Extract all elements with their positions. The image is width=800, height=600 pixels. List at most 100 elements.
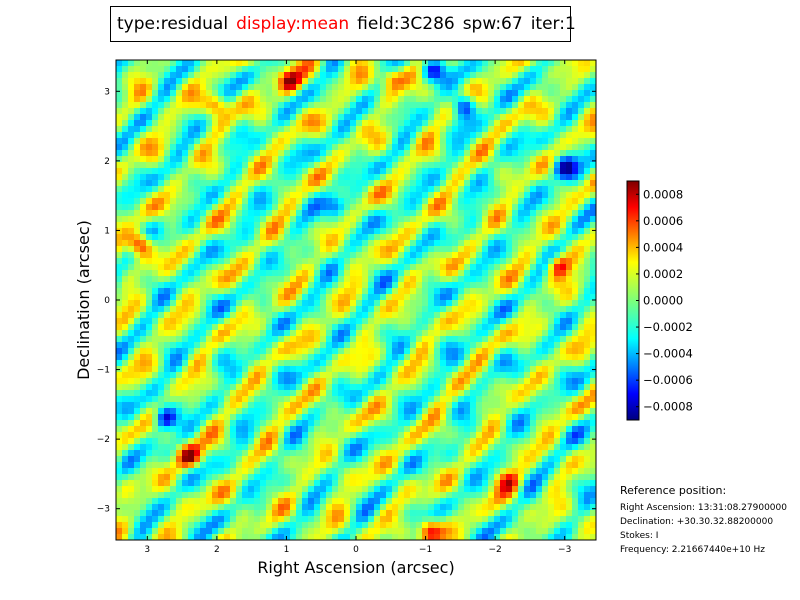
heatmap-cell bbox=[182, 294, 189, 301]
heatmap-cell bbox=[470, 120, 477, 127]
heatmap-cell bbox=[248, 156, 255, 163]
heatmap-cell bbox=[320, 414, 327, 421]
heatmap-cell bbox=[458, 138, 465, 145]
heatmap-cell bbox=[392, 102, 399, 109]
heatmap-cell bbox=[224, 438, 231, 445]
heatmap-cell bbox=[278, 192, 285, 199]
heatmap-cell bbox=[458, 90, 465, 97]
heatmap-cell bbox=[188, 168, 195, 175]
heatmap-cell bbox=[332, 240, 339, 247]
heatmap-cell bbox=[122, 102, 129, 109]
heatmap-cell bbox=[464, 474, 471, 481]
heatmap-cell bbox=[404, 336, 411, 343]
heatmap-cell bbox=[374, 72, 381, 79]
heatmap-cell bbox=[254, 246, 261, 253]
heatmap-cell bbox=[266, 156, 273, 163]
heatmap-cell bbox=[446, 426, 453, 433]
heatmap-cell bbox=[212, 402, 219, 409]
heatmap-cell bbox=[452, 414, 459, 421]
heatmap-cell bbox=[374, 384, 381, 391]
heatmap-cell bbox=[194, 108, 201, 115]
heatmap-cell bbox=[248, 486, 255, 493]
heatmap-cell bbox=[464, 198, 471, 205]
heatmap-cell bbox=[368, 480, 375, 487]
heatmap-cell bbox=[398, 234, 405, 241]
heatmap-cell bbox=[266, 384, 273, 391]
heatmap-cell bbox=[206, 408, 213, 415]
heatmap-cell bbox=[302, 510, 309, 517]
heatmap-cell bbox=[320, 300, 327, 307]
heatmap-cell bbox=[326, 426, 333, 433]
heatmap-cell bbox=[374, 372, 381, 379]
heatmap-cell bbox=[332, 282, 339, 289]
heatmap-cell bbox=[422, 330, 429, 337]
heatmap-cell bbox=[206, 516, 213, 523]
heatmap-cell bbox=[170, 156, 177, 163]
heatmap-cell bbox=[188, 204, 195, 211]
heatmap-cell bbox=[338, 516, 345, 523]
heatmap-cell bbox=[404, 408, 411, 415]
heatmap-cell bbox=[146, 324, 153, 331]
heatmap-cell bbox=[194, 174, 201, 181]
heatmap-cell bbox=[158, 438, 165, 445]
heatmap-cell bbox=[356, 312, 363, 319]
heatmap-cell bbox=[362, 114, 369, 121]
heatmap-cell bbox=[434, 78, 441, 85]
heatmap-cell bbox=[314, 132, 321, 139]
heatmap-cell bbox=[200, 360, 207, 367]
heatmap-cell bbox=[350, 492, 357, 499]
heatmap-cell bbox=[482, 108, 489, 115]
heatmap-cell bbox=[260, 246, 267, 253]
heatmap-cell bbox=[290, 498, 297, 505]
heatmap-cell bbox=[206, 216, 213, 223]
heatmap-cell bbox=[464, 462, 471, 469]
heatmap-cell bbox=[146, 72, 153, 79]
heatmap-cell bbox=[284, 156, 291, 163]
heatmap-cell bbox=[146, 510, 153, 517]
heatmap-cell bbox=[356, 240, 363, 247]
heatmap-cell bbox=[134, 90, 141, 97]
heatmap-cell bbox=[362, 108, 369, 115]
heatmap-cell bbox=[350, 414, 357, 421]
heatmap-cell bbox=[134, 138, 141, 145]
heatmap-cell bbox=[182, 366, 189, 373]
heatmap-cell bbox=[440, 288, 447, 295]
heatmap-cell bbox=[224, 186, 231, 193]
heatmap-cell bbox=[332, 312, 339, 319]
heatmap-cell bbox=[176, 186, 183, 193]
heatmap-cell bbox=[206, 84, 213, 91]
heatmap-cell bbox=[422, 138, 429, 145]
heatmap-cell bbox=[200, 354, 207, 361]
heatmap-cell bbox=[158, 534, 165, 540]
heatmap-cell bbox=[266, 366, 273, 373]
heatmap-cell bbox=[158, 96, 165, 103]
heatmap-cell bbox=[326, 84, 333, 91]
heatmap-cell bbox=[368, 510, 375, 517]
heatmap-cell bbox=[224, 300, 231, 307]
heatmap-cell bbox=[212, 72, 219, 79]
heatmap-cell bbox=[302, 378, 309, 385]
heatmap-cell bbox=[200, 192, 207, 199]
heatmap-cell bbox=[128, 162, 135, 169]
heatmap-cell bbox=[452, 300, 459, 307]
heatmap-cell bbox=[356, 366, 363, 373]
heatmap-cell bbox=[236, 180, 243, 187]
heatmap-cell bbox=[470, 372, 477, 379]
heatmap-cell bbox=[284, 174, 291, 181]
heatmap-cell bbox=[422, 66, 429, 73]
heatmap-cell bbox=[188, 258, 195, 265]
heatmap-cell bbox=[236, 84, 243, 91]
heatmap-cell bbox=[452, 372, 459, 379]
heatmap-cell bbox=[284, 402, 291, 409]
heatmap-cell bbox=[368, 528, 375, 535]
heatmap-cell bbox=[272, 60, 279, 67]
heatmap-cell bbox=[338, 180, 345, 187]
heatmap-cell bbox=[434, 420, 441, 427]
heatmap-cell bbox=[440, 528, 447, 535]
heatmap-cell bbox=[278, 108, 285, 115]
heatmap-cell bbox=[302, 354, 309, 361]
heatmap-cell bbox=[146, 150, 153, 157]
heatmap-cell bbox=[278, 168, 285, 175]
heatmap-cell bbox=[296, 474, 303, 481]
heatmap-cell bbox=[422, 444, 429, 451]
